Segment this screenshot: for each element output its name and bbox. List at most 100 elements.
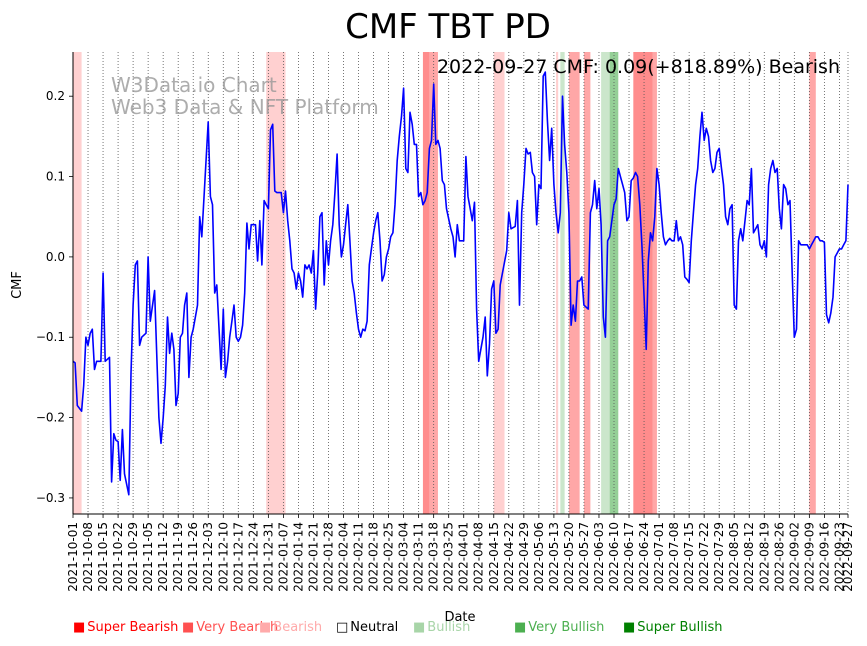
y-tick-label: −0.1	[36, 330, 65, 344]
x-tick-label: 2022-06-03	[592, 522, 606, 592]
x-tick-label: 2022-07-08	[667, 522, 681, 592]
legend-label: Very Bearish	[196, 620, 279, 635]
x-tick-label: 2022-01-14	[291, 522, 305, 592]
sentiment-band	[809, 52, 816, 514]
x-tick-label: 2022-05-20	[562, 522, 576, 592]
legend-item: ■ Super Bearish	[73, 620, 178, 635]
legend-swatch: ■	[623, 620, 636, 635]
x-tick-label: 2022-04-22	[502, 522, 516, 592]
watermark-line-2: Web3 Data & NFT Platform	[111, 95, 379, 119]
legend-item: ■ Bullish	[413, 620, 470, 635]
sentiment-band	[583, 52, 591, 514]
cmf-line	[72, 71, 849, 496]
legend-swatch: □	[336, 620, 349, 635]
x-tick-label: 2022-07-22	[697, 522, 711, 592]
vertical-gridlines	[72, 52, 849, 514]
sentiment-band	[266, 52, 286, 514]
x-tick-label: 2022-09-02	[787, 522, 801, 592]
y-tick-label: −0.3	[36, 491, 65, 505]
x-tick-label: 2022-09-23	[832, 522, 846, 592]
x-tick-label: 2022-01-07	[276, 522, 290, 592]
legend-label: Super Bearish	[87, 620, 179, 635]
y-tick-label: −0.2	[36, 411, 65, 425]
y-tick-label: 0.1	[46, 170, 65, 184]
x-tick-label: 2022-02-04	[336, 522, 350, 592]
legend-item: ■ Very Bullish	[514, 620, 604, 635]
legend-swatch: ■	[73, 620, 86, 635]
latest-annotation: 2022-09-27 CMF: 0.09(+818.89%) Bearish	[437, 56, 840, 78]
x-tick-label: 2022-04-08	[472, 522, 486, 592]
x-tick-label: 2022-07-29	[712, 522, 726, 592]
legend-item: ■ Bearish	[259, 620, 322, 635]
y-tick-label: 0.2	[46, 89, 65, 103]
sentiment-band	[652, 52, 657, 514]
x-tick-label: 2022-08-26	[772, 522, 786, 592]
x-axis-label: Date	[444, 610, 475, 625]
legend-label: Bearish	[273, 620, 323, 635]
x-tick-label: 2022-09-27	[841, 522, 855, 592]
x-tick-label: 2021-12-24	[246, 522, 260, 592]
sentiment-band	[568, 52, 580, 514]
sentiment-band	[601, 52, 610, 514]
legend-swatch: ■	[259, 620, 272, 635]
x-tick-label: 2021-10-22	[111, 522, 125, 592]
x-tick-label: 2021-10-01	[66, 522, 80, 592]
x-tick-label: 2021-12-10	[216, 522, 230, 592]
x-tick-label: 2022-07-15	[682, 522, 696, 592]
legend-label: Very Bullish	[528, 620, 605, 635]
axes: 2021-10-01 2021-10-08 2021-10-15 2021-10-22…	[36, 52, 855, 592]
x-tick-label: 2022-02-11	[352, 522, 366, 592]
x-tick-label: 2022-05-13	[547, 522, 561, 592]
legend-item: □ Neutral	[336, 620, 398, 635]
x-tick-label: 2022-01-21	[306, 522, 320, 592]
x-tick-label: 2022-03-04	[397, 522, 411, 592]
x-tick-label: 2022-06-17	[622, 522, 636, 592]
cmf-series	[72, 71, 849, 496]
x-tick-label: 2022-03-25	[442, 522, 456, 592]
x-tick-label: 2021-10-08	[81, 522, 95, 592]
y-axis-label: CMF	[10, 271, 25, 299]
x-tick-label: 2022-04-15	[487, 522, 501, 592]
x-tick-label: 2021-10-29	[126, 522, 140, 592]
x-tick-label: 2021-11-12	[156, 522, 170, 592]
legend-item: ■ Very Bearish	[182, 620, 278, 635]
x-tick-label: 2022-08-19	[757, 522, 771, 592]
x-tick-label: 2022-08-05	[727, 522, 741, 592]
sentiment-band	[556, 52, 559, 514]
x-tick-label: 2022-02-25	[382, 522, 396, 592]
sentiment-band	[560, 52, 565, 514]
legend-swatch: ■	[514, 620, 527, 635]
x-tick-label: 2021-11-19	[171, 522, 185, 592]
x-tick-label: 2022-01-28	[321, 522, 335, 592]
x-tick-label: 2022-06-24	[637, 522, 651, 592]
sentiment-band	[422, 52, 430, 514]
x-tick-label: 2021-10-15	[96, 522, 110, 592]
chart-title: CMF TBT PD	[345, 7, 551, 47]
x-tick-label: 2022-04-29	[517, 522, 531, 592]
x-tick-label: 2022-03-18	[427, 522, 441, 592]
x-tick-label: 2022-07-01	[652, 522, 666, 592]
x-tick-label: 2022-03-11	[412, 522, 426, 592]
legend-label: Bullish	[427, 620, 471, 635]
x-tick-label: 2021-11-05	[141, 522, 155, 592]
legend-swatch: ■	[413, 620, 426, 635]
legend-swatch: ■	[182, 620, 195, 635]
x-tick-label: 2021-12-03	[201, 522, 215, 592]
x-tick-label: 2022-04-01	[457, 522, 471, 592]
watermark-line-1: W3Data.io Chart	[111, 73, 277, 97]
y-tick-label: 0.0	[46, 250, 65, 264]
legend-item: ■ Super Bullish	[623, 620, 723, 635]
x-tick-label: 2022-02-18	[367, 522, 381, 592]
x-tick-label: 2022-08-12	[742, 522, 756, 592]
sentiment-band	[493, 52, 505, 514]
legend: ■ Super Bearish ■ Very Bearish ■ Bearish □ Neut…	[73, 620, 863, 640]
x-tick-label: 2022-09-09	[802, 522, 816, 592]
x-tick-label: 2022-05-06	[532, 522, 546, 592]
x-tick-label: 2021-11-26	[186, 522, 200, 592]
legend-label: Super Bullish	[637, 620, 723, 635]
x-tick-label: 2022-09-16	[817, 522, 831, 592]
sentiment-band	[73, 52, 82, 514]
x-tick-label: 2022-06-10	[607, 522, 621, 592]
x-tick-label: 2022-05-27	[577, 522, 591, 592]
